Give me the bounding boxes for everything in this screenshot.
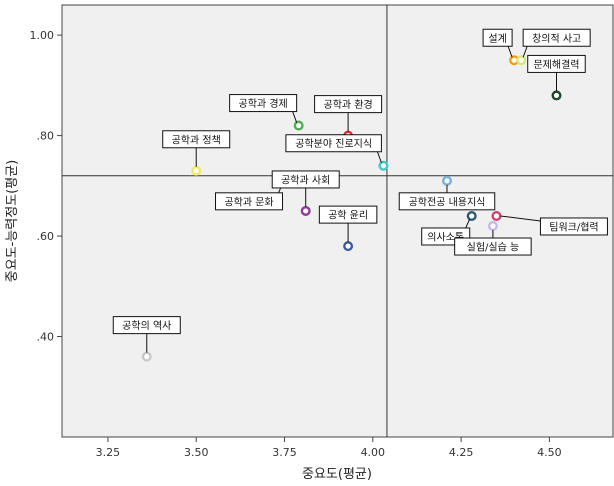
data-point (487, 221, 498, 232)
data-point-group: 팀워크/협력 (491, 210, 608, 236)
point-label: 공학과 문화 (224, 196, 273, 208)
point-label: 공학과 사회 (281, 174, 330, 186)
data-point (191, 165, 202, 176)
x-tick-label: 4.25 (449, 446, 474, 459)
label-leader-line (522, 46, 528, 58)
point-label: 공학과 경제 (239, 97, 288, 110)
point-label-box (162, 130, 231, 149)
data-point (141, 351, 152, 362)
point-label: 공학전공 내용지식 (409, 196, 486, 208)
point-label: 공학과 환경 (324, 98, 373, 111)
point-label-box (271, 170, 340, 189)
point-label-box (215, 192, 284, 211)
data-point (293, 120, 304, 131)
point-label: 설계 (488, 33, 506, 45)
data-point-group: 실험/실습 능 (454, 221, 532, 256)
point-label-box (285, 134, 382, 153)
point-label: 공학의 역사 (122, 320, 171, 332)
point-label: 공학분야 진로지식 (295, 138, 372, 150)
data-point-group: 문제해결력 (527, 54, 586, 101)
point-label: 문제해결력 (533, 58, 579, 71)
x-tick-label: 3.50 (184, 446, 209, 459)
point-label-box (398, 192, 496, 211)
point-label-box (527, 54, 586, 73)
data-point (516, 55, 527, 66)
data-point (491, 210, 502, 221)
label-leader-line (507, 46, 513, 58)
point-label-box (112, 316, 181, 335)
x-tick-label: 4.00 (361, 446, 386, 459)
data-point-group: 공학과 사회 (271, 170, 340, 216)
point-label-box (522, 28, 591, 47)
point-label-box (454, 237, 532, 256)
y-tick-label: .40 (37, 331, 55, 344)
data-point (551, 90, 562, 101)
data-point (300, 205, 311, 216)
point-label-box (229, 94, 298, 113)
data-point-group: 설계 (482, 28, 520, 66)
data-point-group: 공학의 역사 (112, 316, 181, 362)
data-point (343, 241, 354, 252)
point-label: 창의적 사고 (532, 33, 581, 45)
x-tick-label: 3.25 (96, 446, 121, 459)
point-label-box (318, 205, 378, 224)
point-label-box (314, 95, 383, 114)
x-axis-title: 중요도(평균) (302, 467, 372, 482)
label-leader-line (292, 111, 298, 123)
data-point-group: 공학 윤리 (318, 205, 378, 252)
point-label-box (482, 28, 513, 47)
point-label: 팀워크/협력 (549, 220, 598, 233)
point-label-box (539, 217, 608, 236)
data-point-group: 공학과 경제 (229, 94, 304, 131)
data-point-group: 공학과 정책 (162, 130, 231, 176)
data-point (378, 160, 389, 171)
data-point-group: 공학전공 내용지식 (398, 175, 496, 211)
point-label: 공학 윤리 (328, 210, 368, 222)
y-tick-label: 1.00 (30, 29, 55, 42)
y-tick-label: .80 (37, 130, 55, 143)
point-label: 실험/실습 능 (467, 242, 520, 254)
x-tick-label: 4.50 (537, 446, 562, 459)
data-point (441, 175, 452, 186)
label-leader-line (500, 215, 541, 222)
data-point-group: 공학분야 진로지식 (285, 134, 389, 171)
x-tick-label: 3.75 (272, 446, 297, 459)
y-axis-title: 중요도-능력정도(평균) (5, 160, 20, 282)
point-label: 공학과 정책 (172, 134, 221, 146)
y-tick-label: .60 (37, 230, 55, 243)
axis-ticks: 3.25 3.50 3.75 4.00 4.25 4.50 .40 .60 .80 1.00 (30, 29, 562, 459)
data-point-group: 공학과 환경 (314, 95, 383, 141)
data-point-group: 창의적 사고 (516, 28, 591, 66)
label-leader-line (465, 218, 471, 229)
label-leader-line (376, 151, 382, 163)
data-point (466, 210, 477, 221)
